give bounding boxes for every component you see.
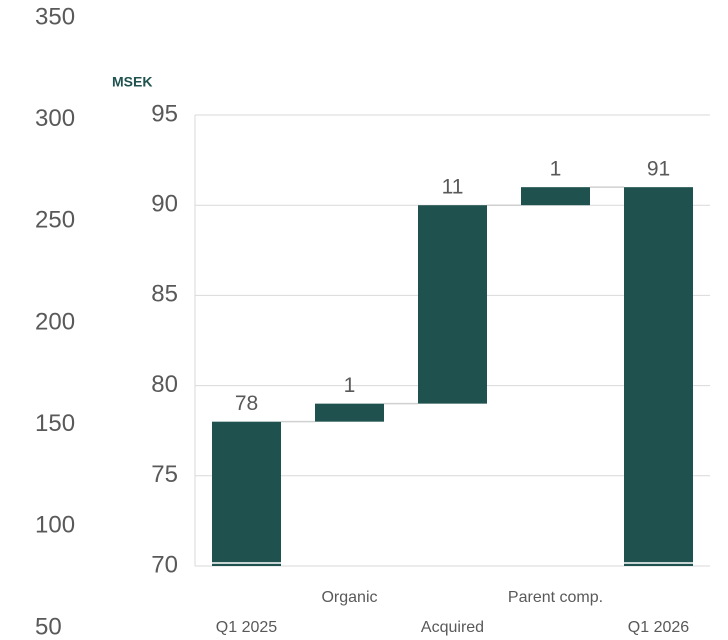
bar [212,421,281,566]
y2-tick-label: 350 [35,3,75,30]
y2-tick-label: 50 [35,613,62,640]
bar [418,205,487,404]
y-tick-label: 75 [151,461,178,488]
data-label: 11 [442,176,464,199]
unit-label: MSEK [112,74,152,90]
y-tick-label: 70 [151,551,178,578]
x-tick-label: Q1 2025 [216,619,277,636]
y2-tick-label: 100 [35,512,75,539]
x-tick-label: Acquired [421,619,484,636]
y2-tick-label: 300 [35,105,75,132]
bar [315,403,384,422]
y2-tick-label: 200 [35,308,75,335]
y2-tick-label: 250 [35,207,75,234]
bar [624,187,693,566]
data-label: 1 [344,374,356,397]
bar [521,187,590,206]
data-label: 78 [235,392,258,415]
data-label: 91 [647,158,670,181]
y-tick-label: 90 [151,191,178,218]
y-tick-label: 95 [151,100,178,127]
y-tick-label: 80 [151,371,178,398]
x-tick-label: Parent comp. [508,589,603,606]
x-tick-label: Q1 2026 [628,619,689,636]
y-tick-label: 85 [151,281,178,308]
y2-tick-label: 150 [35,410,75,437]
x-tick-label: Organic [321,589,377,606]
data-label: 1 [550,158,562,181]
